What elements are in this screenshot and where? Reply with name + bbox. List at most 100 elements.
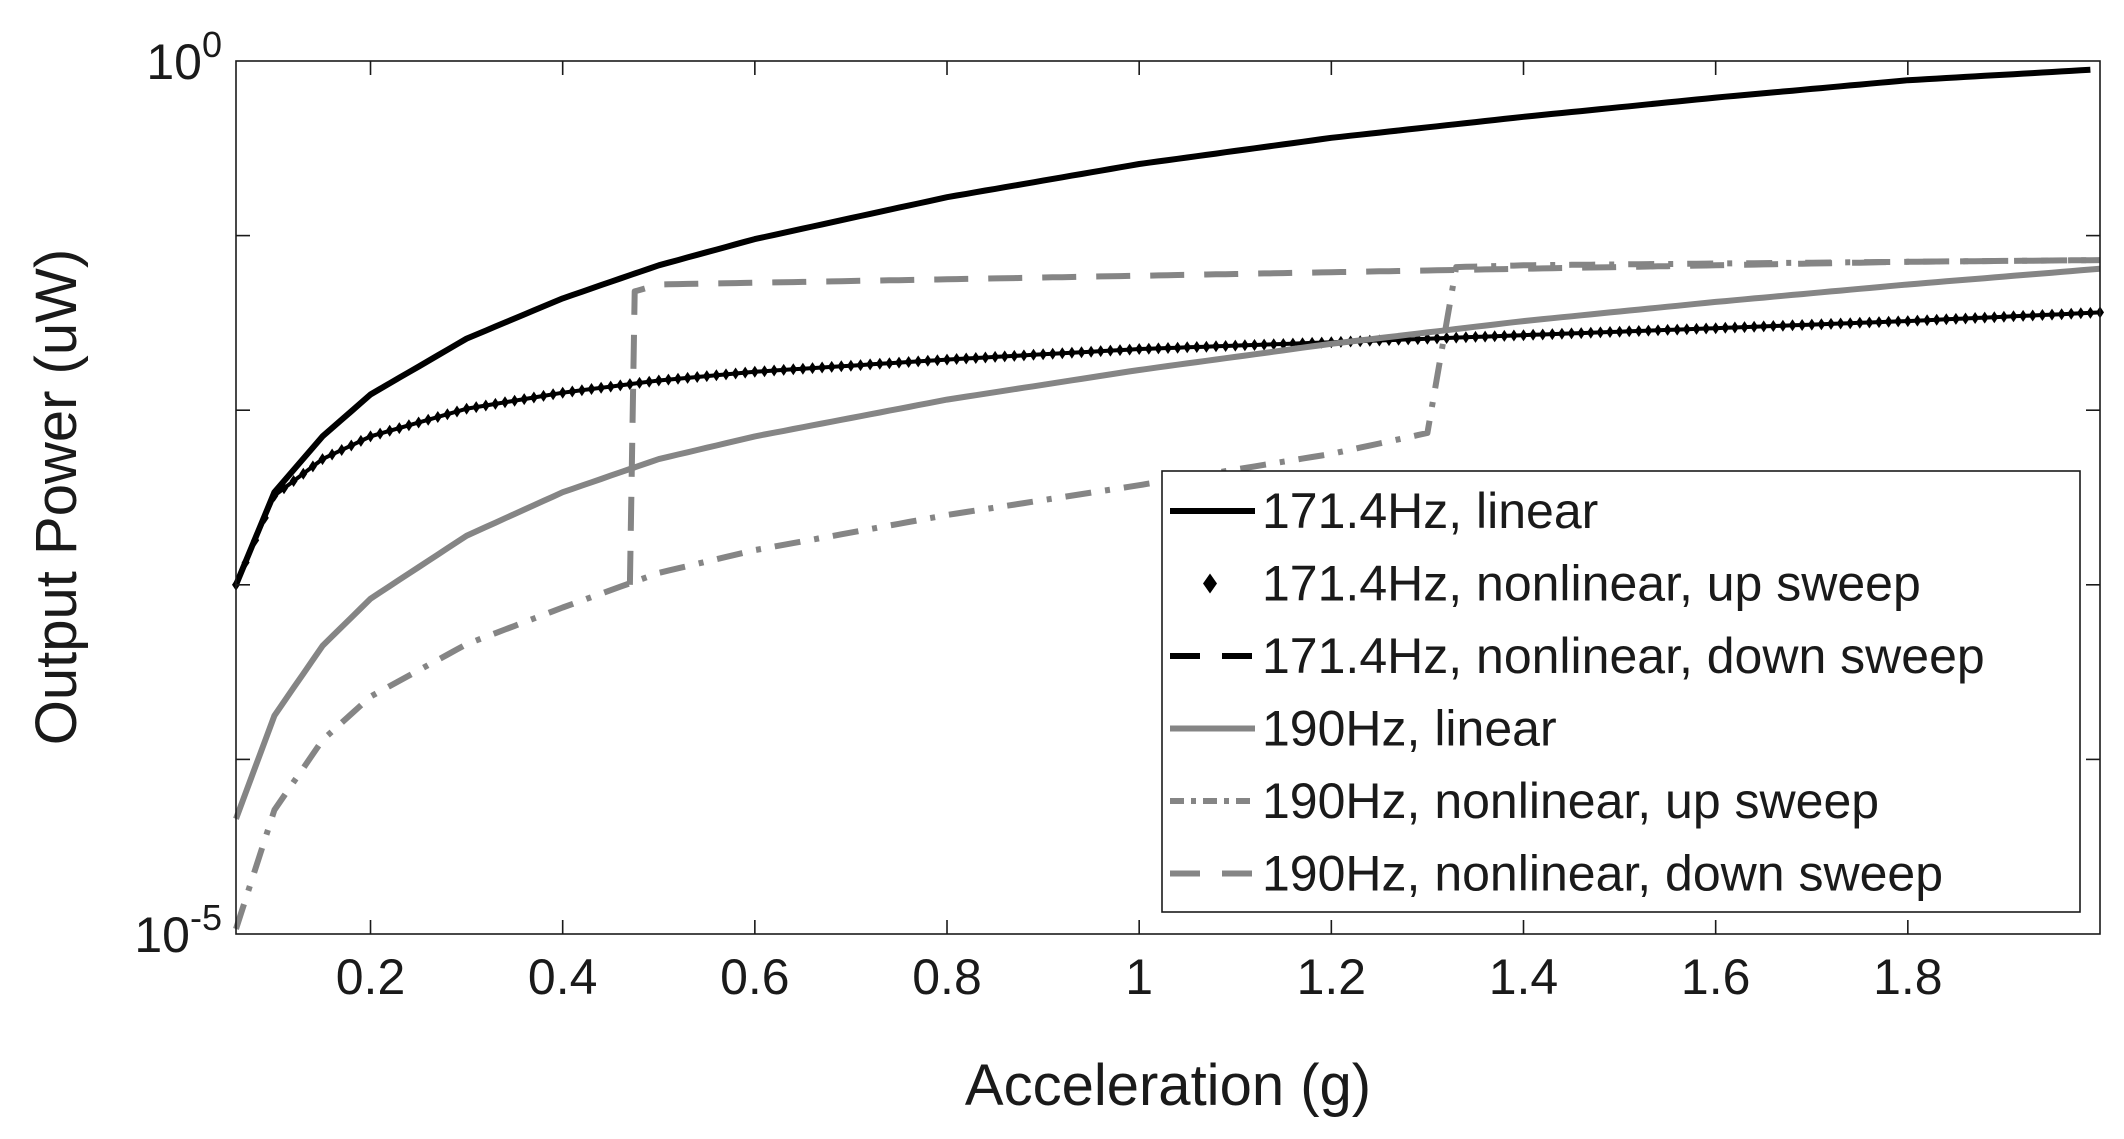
series-marker xyxy=(1586,326,1595,339)
series-marker xyxy=(1240,339,1249,352)
series-marker xyxy=(1048,347,1057,360)
series-marker xyxy=(1212,340,1220,353)
series-marker xyxy=(1173,341,1182,354)
series-marker xyxy=(625,378,634,391)
series-marker xyxy=(1673,323,1682,336)
legend-item: 190Hz, nonlinear, up sweep xyxy=(1170,773,1879,829)
series-marker xyxy=(1557,327,1566,340)
series-marker xyxy=(308,460,317,473)
series-marker xyxy=(904,356,913,368)
legend-label: 190Hz, nonlinear, down sweep xyxy=(1262,846,1943,902)
series-marker xyxy=(1019,349,1028,362)
x-tick-label: 0.2 xyxy=(336,949,406,1005)
series-marker xyxy=(289,475,298,487)
series-marker xyxy=(1865,316,1874,329)
series-marker xyxy=(2028,309,2037,322)
series-marker xyxy=(1884,315,1893,328)
series-marker xyxy=(1135,343,1144,355)
series-marker xyxy=(712,369,721,382)
series-marker xyxy=(328,448,337,461)
series-marker xyxy=(1721,321,1730,334)
series-marker xyxy=(866,358,875,371)
series-marker xyxy=(981,351,990,364)
legend-label: 171.4Hz, nonlinear, up sweep xyxy=(1262,556,1921,612)
series-marker xyxy=(558,386,567,399)
series-line xyxy=(233,66,2091,586)
series-marker xyxy=(1999,310,2008,323)
series-marker xyxy=(597,381,606,394)
series-marker xyxy=(2038,309,2047,321)
series-marker xyxy=(1260,338,1269,351)
series-marker xyxy=(568,385,577,398)
series-marker xyxy=(1903,315,1912,328)
series-marker xyxy=(1663,323,1672,336)
series-marker xyxy=(1433,332,1441,345)
series-4 xyxy=(233,265,2101,820)
series-2 xyxy=(232,306,2104,591)
series-marker xyxy=(741,366,750,379)
series-marker xyxy=(1442,332,1451,344)
series-marker xyxy=(1202,340,1211,353)
series-marker xyxy=(1250,339,1259,351)
y-tick-base: 10 xyxy=(134,907,190,963)
series-marker xyxy=(453,405,461,418)
series-marker xyxy=(1788,319,1797,332)
series-marker xyxy=(1894,315,1903,328)
series-marker xyxy=(280,482,288,495)
series-marker xyxy=(683,371,692,384)
series-line xyxy=(626,257,2101,585)
series-marker xyxy=(270,489,279,502)
series-marker xyxy=(914,355,923,368)
series-marker xyxy=(1923,314,1932,327)
legend-marker xyxy=(1203,573,1217,594)
legend-item: 171.4Hz, linear xyxy=(1170,483,1598,539)
series-marker xyxy=(337,444,346,456)
series-marker xyxy=(2009,310,2018,323)
series-6 xyxy=(626,257,2101,585)
series-marker xyxy=(1855,316,1864,329)
series-marker xyxy=(789,363,798,376)
series-marker xyxy=(693,371,702,383)
series-marker xyxy=(1577,327,1586,340)
series-marker xyxy=(1606,326,1614,338)
series-marker xyxy=(1798,319,1807,331)
series-marker xyxy=(808,362,817,375)
series-marker xyxy=(520,393,529,406)
series-marker xyxy=(1000,350,1009,363)
series-marker xyxy=(1836,317,1845,330)
series-1 xyxy=(233,66,2091,586)
y-tick-base: 10 xyxy=(146,34,202,90)
series-marker xyxy=(1634,325,1643,337)
series-marker xyxy=(818,361,827,374)
series-marker xyxy=(1654,324,1662,337)
series-marker xyxy=(750,365,759,378)
series-marker xyxy=(943,353,951,366)
series-marker xyxy=(1759,320,1768,333)
series-marker xyxy=(837,360,846,373)
series-marker xyxy=(654,374,663,387)
series-marker xyxy=(1538,328,1547,341)
series-marker xyxy=(1087,345,1096,358)
series-marker xyxy=(1125,343,1134,356)
series-marker xyxy=(1567,327,1576,340)
series-marker xyxy=(722,368,730,381)
series-marker xyxy=(1711,322,1720,335)
series-marker xyxy=(702,370,711,383)
series-marker xyxy=(1932,313,1941,326)
series-marker xyxy=(1913,314,1922,327)
series-marker xyxy=(1692,322,1701,335)
series-marker xyxy=(501,396,509,409)
series-marker xyxy=(645,375,654,388)
series-marker xyxy=(395,422,404,435)
series-marker xyxy=(779,363,788,376)
series-marker xyxy=(1519,329,1528,342)
series-marker xyxy=(414,416,423,429)
y-axis-label: Output Power (uW) xyxy=(24,249,89,745)
series-marker xyxy=(933,354,942,367)
series-marker xyxy=(846,359,855,372)
series-marker xyxy=(798,362,807,375)
series-marker xyxy=(1461,331,1470,344)
legend-label: 171.4Hz, nonlinear, down sweep xyxy=(1262,628,1985,684)
series-marker xyxy=(1067,346,1076,359)
